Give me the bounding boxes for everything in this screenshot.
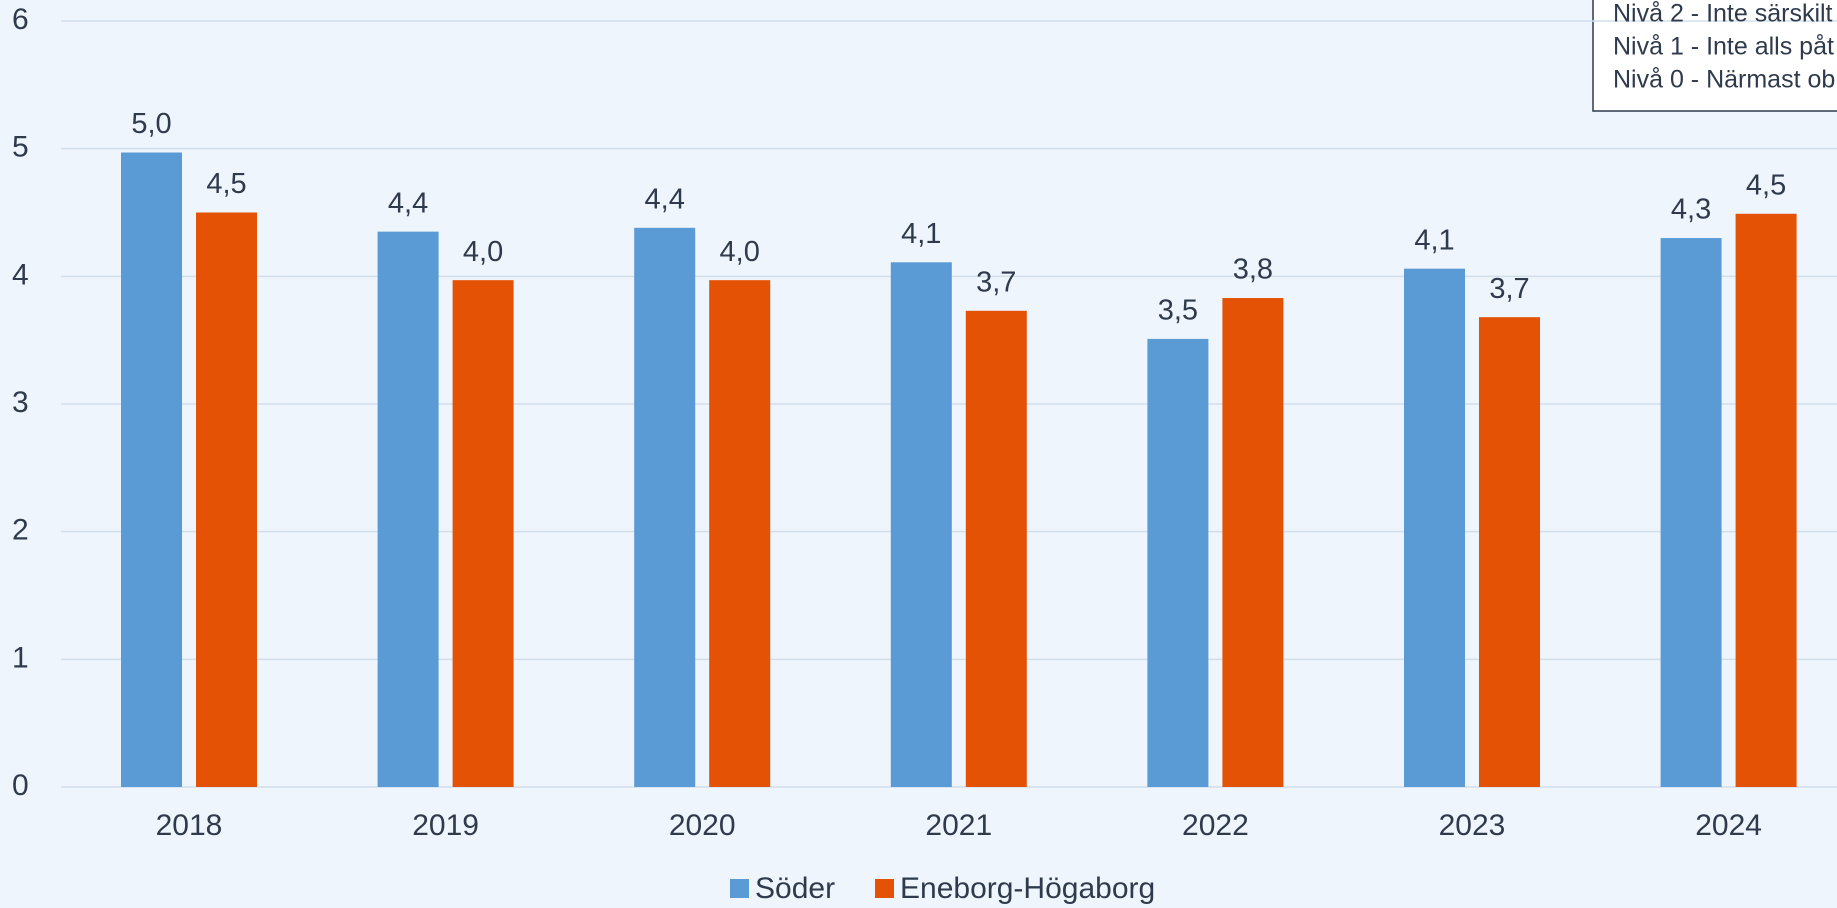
x-tick-label: 2018 xyxy=(156,809,223,842)
y-tick-label: 0 xyxy=(12,769,29,802)
legend-label: Söder xyxy=(755,872,835,905)
value-label: 4,0 xyxy=(720,236,760,268)
note-text: Nivå 1 - Inte alls påt xyxy=(1613,33,1834,61)
bar xyxy=(1479,317,1540,787)
y-tick-label: 3 xyxy=(12,386,29,419)
y-tick-label: 1 xyxy=(12,641,29,674)
bar xyxy=(1147,338,1209,787)
y-tick-label: 6 xyxy=(12,3,29,36)
note-text: Nivå 0 - Närmast ob xyxy=(1613,66,1835,94)
x-tick-label: 2019 xyxy=(412,809,479,842)
value-label: 3,8 xyxy=(1233,254,1273,286)
value-label: 4,5 xyxy=(1746,169,1786,201)
x-tick-label: 2024 xyxy=(1695,809,1762,842)
x-tick-label: 2020 xyxy=(669,809,736,842)
value-label: 4,3 xyxy=(1671,194,1711,226)
value-label: 4,1 xyxy=(901,218,941,250)
bar xyxy=(890,262,952,787)
bar xyxy=(1660,238,1722,788)
value-label: 4,5 xyxy=(206,168,246,200)
bar xyxy=(377,231,439,787)
note-text: Nivå 2 - Inte särskilt xyxy=(1613,0,1833,28)
bar xyxy=(1222,298,1284,787)
value-label: 4,0 xyxy=(463,236,503,268)
x-tick-label: 2023 xyxy=(1439,809,1506,842)
legend-swatch xyxy=(875,879,894,898)
value-label: 3,7 xyxy=(976,266,1016,298)
legend-label: Eneborg-Högaborg xyxy=(900,872,1155,905)
y-tick-label: 5 xyxy=(12,131,29,164)
legend-swatch xyxy=(730,879,749,898)
value-label: 4,4 xyxy=(645,183,685,215)
bar xyxy=(1735,213,1797,787)
value-label: 3,5 xyxy=(1158,295,1198,327)
x-tick-label: 2022 xyxy=(1182,809,1249,842)
value-label: 5,0 xyxy=(131,108,171,140)
y-tick-label: 2 xyxy=(12,514,29,547)
bar xyxy=(121,152,182,787)
value-label: 4,4 xyxy=(388,187,428,219)
value-label: 3,7 xyxy=(1489,273,1529,305)
bar xyxy=(1404,268,1465,787)
bar xyxy=(452,280,514,787)
bar xyxy=(709,280,771,787)
bar xyxy=(634,227,696,787)
y-tick-label: 4 xyxy=(12,258,29,291)
x-tick-label: 2021 xyxy=(925,809,992,842)
bar xyxy=(196,212,257,787)
note-box xyxy=(1592,0,1837,112)
bar xyxy=(965,310,1027,787)
value-label: 4,1 xyxy=(1414,224,1454,256)
